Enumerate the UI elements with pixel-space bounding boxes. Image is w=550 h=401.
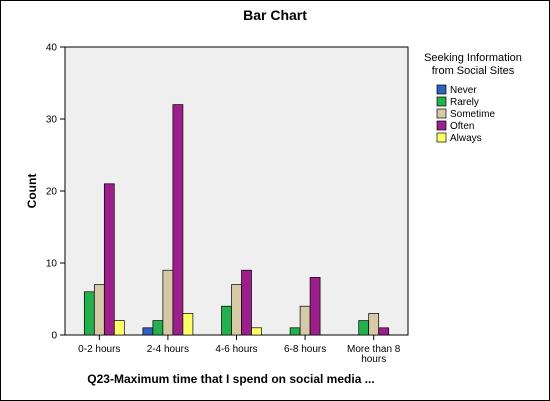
- bar-rarely-3: [289, 327, 301, 336]
- bar-rarely-1: [152, 320, 164, 336]
- y-tick-label: 20: [46, 187, 58, 198]
- bar-often-3: [309, 277, 321, 336]
- x-tick-label: 0-2 hours: [78, 344, 120, 355]
- bar-often-4: [378, 327, 390, 336]
- x-axis-title: Q23-Maximum time that I spend on social …: [87, 372, 374, 386]
- bar-always-2: [251, 327, 262, 336]
- legend-label-often: Often: [450, 121, 474, 132]
- bar-rarely-2: [221, 305, 232, 336]
- bar-sometime-3: [299, 305, 311, 336]
- bar-sometime-2: [231, 284, 242, 336]
- bar-often-1: [172, 104, 184, 336]
- legend-label-never: Never: [450, 85, 477, 96]
- legend-label-always: Always: [450, 133, 482, 144]
- legend-label-rarely: Rarely: [450, 97, 479, 108]
- chart-title: Bar Chart: [243, 7, 307, 23]
- y-axis-title: Count: [25, 174, 39, 209]
- y-tick-label: 30: [46, 115, 58, 126]
- bar-sometime-4: [368, 313, 380, 336]
- legend: Seeking Information from Social Sites Ne…: [424, 52, 522, 144]
- legend-swatch-sometime: [436, 108, 447, 119]
- y-tick-label: 10: [46, 259, 58, 270]
- legend-swatch-always: [436, 132, 447, 143]
- x-tick-label: More than 8 hours: [347, 344, 401, 365]
- y-tick-label: 0: [51, 331, 57, 342]
- bar-rarely-0: [83, 291, 95, 336]
- x-tick-label: 4-6 hours: [215, 344, 257, 355]
- bar-always-1: [182, 313, 194, 336]
- x-tick-label: 6-8 hours: [284, 344, 326, 355]
- bar-always-0: [113, 320, 125, 336]
- legend-swatch-never: [436, 84, 447, 95]
- legend-title-line-2: from Social Sites: [432, 65, 515, 77]
- legend-swatch-often: [436, 120, 447, 131]
- legend-title-line-1: Seeking Information: [424, 52, 522, 64]
- bar-rarely-4: [358, 320, 370, 336]
- legend-label-sometime: Sometime: [450, 109, 495, 120]
- legend-swatch-rarely: [436, 96, 447, 107]
- bar-often-2: [241, 269, 252, 336]
- plot-area: 0 10 20 30 40 0-2 hours 2-4 hours 4-6 hours 6-8 …: [46, 43, 409, 365]
- y-tick-label: 40: [46, 43, 58, 54]
- bar-sometime-0: [93, 284, 105, 336]
- bar-sometime-1: [162, 269, 174, 336]
- bar-often-0: [103, 183, 115, 336]
- bar-never-1: [142, 327, 154, 336]
- x-tick-label: 2-4 hours: [147, 344, 189, 355]
